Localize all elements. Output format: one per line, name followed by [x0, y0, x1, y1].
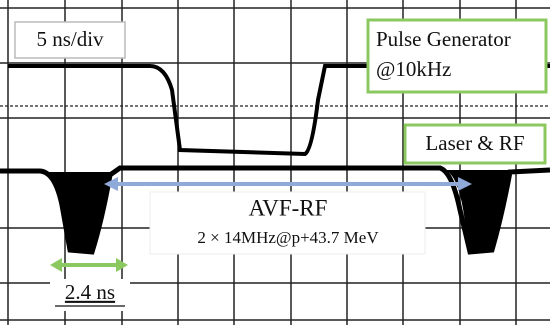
avf-rf-detail: 2 × 14MHz@p+43.7 MeV	[197, 228, 379, 247]
width-label: 2.4 ns	[65, 280, 115, 304]
laser-rf-label: Laser & RF	[425, 131, 524, 155]
oscilloscope-figure: 5 ns/div Pulse Generator @10kHz Laser & …	[0, 0, 550, 325]
pulse-generator-label: Pulse Generator	[376, 27, 511, 51]
pulse-generator-rate: @10kHz	[376, 57, 451, 81]
avf-rf-title: AVF-RF	[249, 195, 328, 220]
timebase-label: 5 ns/div	[36, 27, 104, 51]
page: 5 ns/div Pulse Generator @10kHz Laser & …	[0, 0, 550, 325]
